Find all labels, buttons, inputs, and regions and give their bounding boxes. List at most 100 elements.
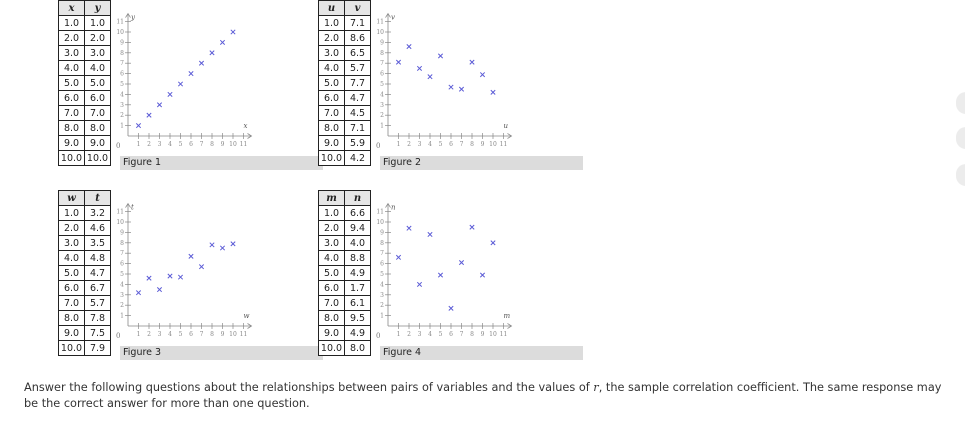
scatter-point: [177, 81, 184, 87]
scatter-point: [427, 74, 433, 80]
table-cell: 4.0: [318, 60, 345, 76]
scatter-point: [188, 253, 194, 259]
table-row: 10.0 4.2: [318, 150, 371, 166]
y-tick-label: 4: [120, 91, 124, 98]
table-cell: 3.2: [84, 205, 111, 221]
table-row: 4.0 4.8: [58, 250, 111, 266]
figure-caption: Figure 2: [380, 156, 583, 170]
table-row: 3.0 3.5: [58, 235, 111, 251]
x-tick-label: 3: [158, 331, 162, 338]
table-cell: 10.0: [318, 150, 345, 166]
scatter-point: [395, 59, 402, 65]
table-row: 1.0 3.2: [58, 205, 111, 221]
table-cell: 5.7: [84, 295, 111, 311]
table-cell: 3.0: [318, 45, 345, 61]
y-tick-label: 9: [380, 229, 384, 236]
x-axis-label: w: [244, 312, 250, 320]
y-axis-label: y: [130, 14, 136, 22]
table-cell: 5.7: [344, 60, 371, 76]
table-row: 10.0 8.0: [318, 340, 371, 356]
table-cell: 6.1: [344, 295, 371, 311]
table-cell: 2.0: [318, 220, 345, 236]
y-tick-label: 3: [120, 292, 124, 299]
y-axis-label: t: [131, 204, 134, 212]
correlation-symbol: r: [593, 381, 599, 394]
data-table-4: m n 1.0 6.6 2.0 9.4 3.0 4.0 4.0 8.8 5.0 4.9 6.0 1.7…: [318, 190, 371, 356]
scatter-point: [167, 273, 173, 279]
x-axis-arrow-icon: [247, 133, 253, 139]
y-tick-label: 2: [120, 302, 124, 309]
table-cell: 9.5: [344, 310, 371, 326]
table-row: 8.0 7.1: [318, 120, 371, 136]
data-table-1: x y 1.0 1.0 2.0 2.0 3.0 3.0 4.0 4.0 5.0 5.0 6.0 6.0…: [58, 0, 111, 166]
table-row: 5.0 5.0: [58, 75, 111, 91]
x-tick-label: 4: [428, 141, 432, 148]
table-cell: 7.0: [84, 105, 111, 121]
scatter-point: [437, 272, 444, 278]
scatter-point: [230, 29, 236, 35]
figure-3-panel: w t 1.0 3.2 2.0 4.6 3.0 3.5 4.0 4.8 5.0 4.7 6.0 6.7…: [58, 190, 323, 366]
x-axis-arrow-icon: [507, 133, 513, 139]
y-tick-label: 4: [380, 281, 384, 288]
y-tick-label: 2: [120, 112, 124, 119]
scatter-point: [156, 287, 163, 293]
x-tick-label: 2: [147, 141, 151, 148]
x-axis-arrow-icon: [247, 323, 253, 329]
y-axis-arrow-icon: [125, 202, 131, 208]
table-row: 9.0 5.9: [318, 135, 371, 151]
y-tick-label: 11: [116, 209, 124, 216]
x-tick-label: 5: [439, 331, 443, 338]
table-cell: 3.0: [58, 235, 85, 251]
x-tick-label: 6: [189, 141, 193, 148]
table-cell: 9.0: [58, 325, 85, 341]
scatter-point: [458, 86, 465, 92]
y-axis-label: v: [391, 14, 395, 22]
side-scroll-button[interactable]: [956, 127, 965, 149]
table-row: 6.0 6.0: [58, 90, 111, 106]
y-tick-label: 9: [120, 39, 124, 46]
scatter-point: [230, 241, 236, 247]
table-cell: 1.0: [318, 205, 345, 221]
table-cell: 10.0: [318, 340, 345, 356]
table-row: 1.0 6.6: [318, 205, 371, 221]
x-tick-label: 3: [418, 141, 422, 148]
x-tick-label: 7: [200, 331, 204, 338]
table-cell: 1.7: [344, 280, 371, 296]
y-tick-label: 2: [380, 112, 384, 119]
y-tick-label: 5: [380, 81, 384, 88]
table-cell: 8.0: [58, 120, 85, 136]
table-cell: 1.0: [84, 15, 111, 31]
table-row: 3.0 6.5: [318, 45, 371, 61]
table-row: 5.0 7.7: [318, 75, 371, 91]
x-tick-label: 9: [221, 141, 225, 148]
scatter-point: [135, 123, 142, 129]
table-cell: 3.0: [58, 45, 85, 61]
table-cell: 4.0: [58, 250, 85, 266]
x-tick-label: 8: [210, 331, 214, 338]
x-tick-label: 1: [397, 141, 401, 148]
table-row: 6.0 6.7: [58, 280, 111, 296]
table-row: 7.0 4.5: [318, 105, 371, 121]
scatter-point: [135, 290, 142, 296]
table-row: 3.0 3.0: [58, 45, 111, 61]
y-tick-label: 2: [380, 302, 384, 309]
table-row: 1.0 7.1: [318, 15, 371, 31]
table-row: 6.0 1.7: [318, 280, 371, 296]
x-tick-label: 11: [500, 331, 508, 338]
y-tick-label: 10: [116, 219, 124, 226]
table-row: 2.0 4.6: [58, 220, 111, 236]
y-axis-arrow-icon: [385, 12, 391, 18]
table-cell: 2.0: [318, 30, 345, 46]
table-cell: 4.6: [84, 220, 111, 236]
figure-1-panel: x y 1.0 1.0 2.0 2.0 3.0 3.0 4.0 4.0 5.0 5.0 6.0 6.0…: [58, 0, 323, 176]
x-tick-label: 2: [407, 141, 411, 148]
origin-label: 0: [116, 332, 120, 340]
x-tick-label: 9: [481, 331, 485, 338]
question-text-end: , the sample correlation coefficient. Th…: [24, 381, 942, 410]
y-tick-label: 9: [380, 39, 384, 46]
side-scroll-button[interactable]: [956, 164, 965, 186]
table-row: 3.0 4.0: [318, 235, 371, 251]
side-scroll-button[interactable]: [956, 92, 965, 114]
